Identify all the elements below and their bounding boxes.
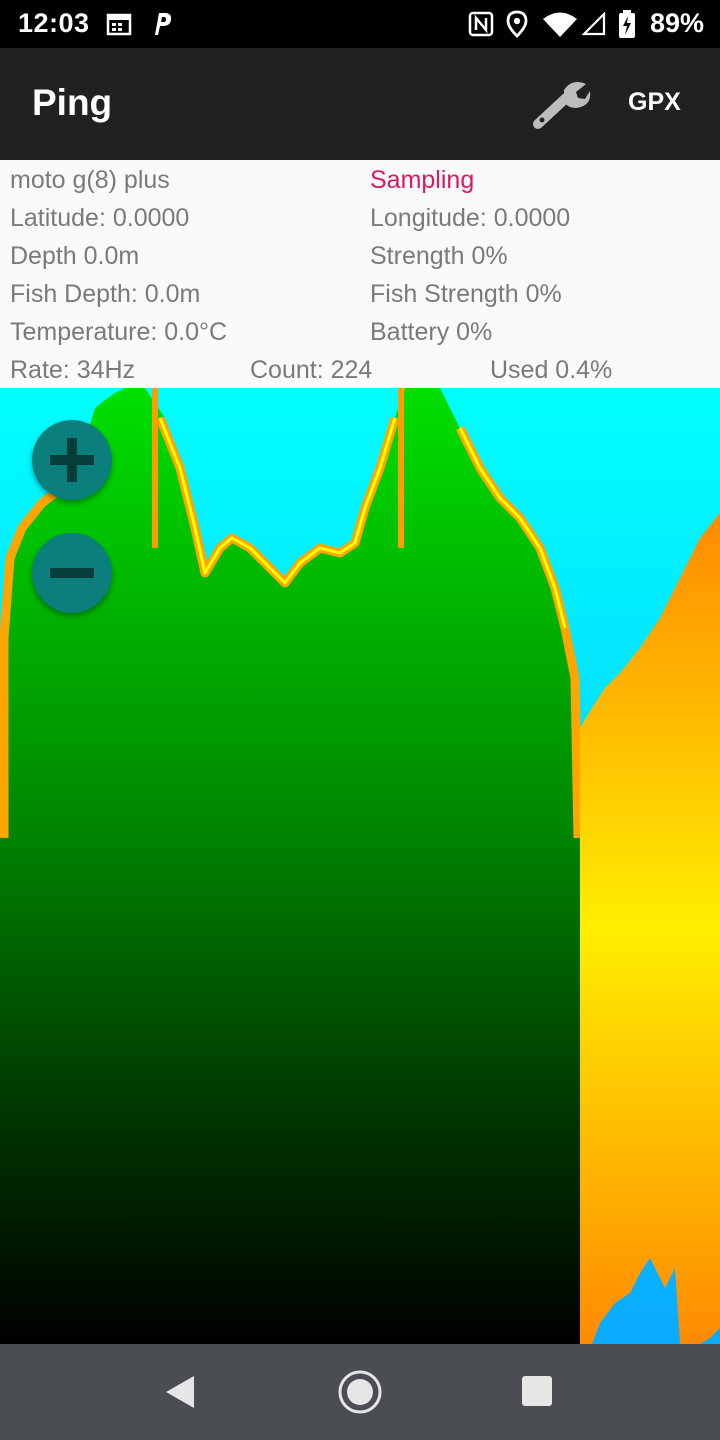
nfc-icon [468,11,494,37]
app-bar: Ping GPX [0,48,720,160]
count-readout: Count: 224 [250,356,373,384]
settings-button[interactable] [528,74,592,134]
info-panel: moto g(8) plus Sampling Latitude: 0.0000… [0,160,720,388]
signal-icon [582,12,606,36]
longitude-readout: Longitude: 0.0000 [370,204,571,232]
sampling-status: Sampling [370,166,475,194]
wrench-icon [533,82,591,129]
parking-p-icon [155,13,172,35]
status-bar: 12:03 89% [0,0,720,48]
strong-return [580,513,720,1344]
battery-percent: 89% [649,8,704,38]
used-readout: Used 0.4% [490,356,613,384]
echo-spike [152,388,158,548]
zoom-in-button[interactable] [32,420,112,500]
echo-spike [398,388,404,548]
latitude-readout: Latitude: 0.0000 [10,204,190,232]
device-name: moto g(8) plus [10,166,170,194]
sonar-display[interactable] [0,388,720,1344]
sonar-image [0,388,720,1344]
navigation-bar [0,1344,720,1440]
battery-readout: Battery 0% [370,318,493,346]
depth-readout: Depth 0.0m [10,242,140,270]
zoom-out-button[interactable] [32,533,112,613]
fish-depth-readout: Fish Depth: 0.0m [10,280,201,308]
calendar-icon [106,13,132,36]
temperature-readout: Temperature: 0.0°C [10,318,228,346]
fish-strength-readout: Fish Strength 0% [370,280,562,308]
location-pin-icon [506,10,528,38]
rate-readout: Rate: 34Hz [10,356,136,384]
wifi-icon [543,12,577,37]
recents-square-icon[interactable] [522,1376,552,1406]
bottom-edge-core [158,417,567,629]
status-time: 12:03 [18,8,90,38]
app-title: Ping [32,82,113,123]
gpx-button[interactable]: GPX [628,88,681,116]
bottom-return [0,388,580,1344]
battery-charging-icon [619,10,635,38]
home-circle-icon[interactable] [336,1368,384,1416]
strength-readout: Strength 0% [370,242,508,270]
back-triangle-icon[interactable] [164,1374,196,1410]
